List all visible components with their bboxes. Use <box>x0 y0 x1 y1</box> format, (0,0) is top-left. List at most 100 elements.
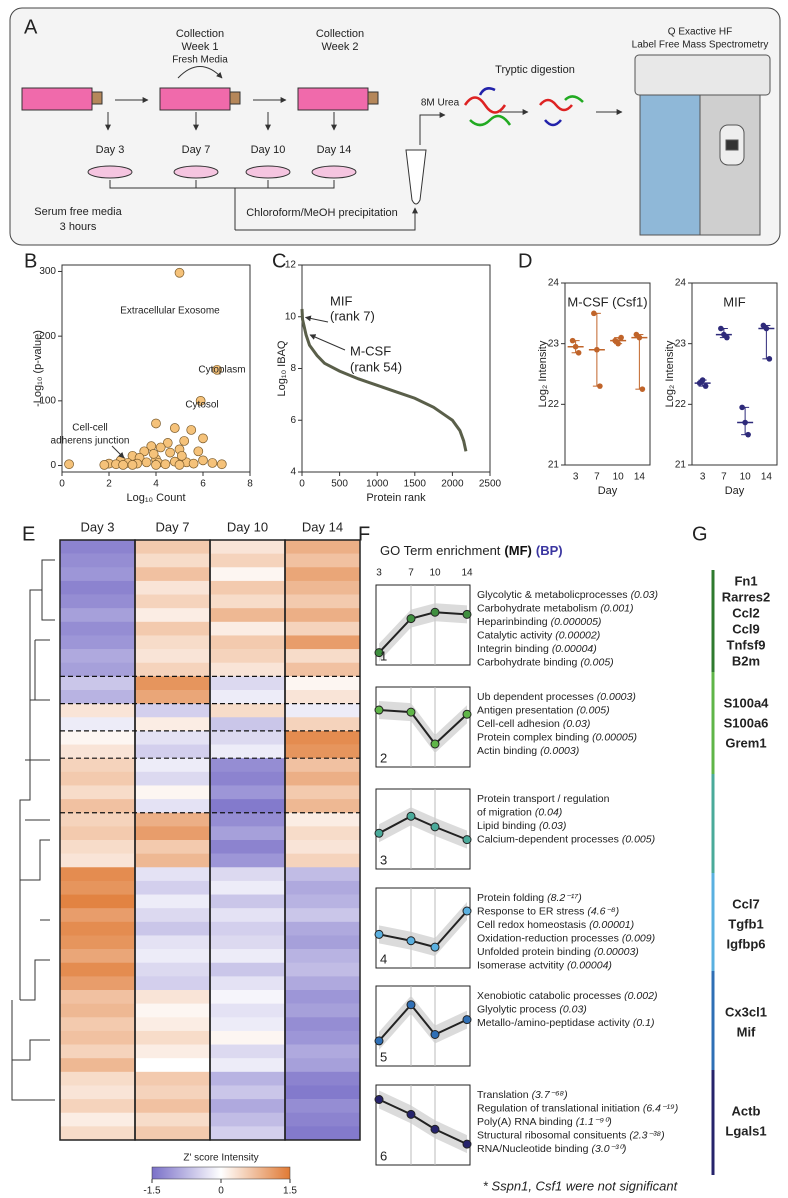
term-p: (0.04) <box>535 806 562 818</box>
heat-cell <box>60 635 136 650</box>
point <box>151 460 161 470</box>
heat-cell <box>210 1112 286 1127</box>
heat-cell <box>210 826 286 841</box>
plot-frame <box>691 282 778 466</box>
heat-cell <box>60 717 136 732</box>
heat-cell <box>135 1112 211 1127</box>
gene-name: Actb <box>732 1103 761 1118</box>
x-axis-label: Log₁₀ Count <box>126 492 185 504</box>
heat-cell <box>285 540 361 554</box>
heat-cell <box>210 771 286 786</box>
x-axis-label: Day <box>725 485 745 497</box>
heat-cell <box>210 730 286 745</box>
heat-cell <box>285 703 361 718</box>
heat-cell <box>210 812 286 827</box>
heat-cell <box>135 649 211 664</box>
y-axis-label: -Log₁₀ (p-value) <box>32 330 44 407</box>
gene-name: Mif <box>737 1024 756 1039</box>
x-tick-label: 2 <box>106 479 112 490</box>
y-tick-label: 22 <box>548 399 560 410</box>
replicate-point <box>639 386 646 392</box>
heat-cell <box>60 812 136 827</box>
profile-point <box>406 811 416 821</box>
heat-cell <box>60 840 136 854</box>
point <box>139 446 150 457</box>
term-p: (0.002) <box>624 990 657 1002</box>
profile-point <box>374 1036 384 1046</box>
gene-name: Ccl9 <box>732 621 759 636</box>
heat-cell <box>285 826 361 841</box>
heat-cell <box>135 962 211 977</box>
term-p: (0.009) <box>622 932 655 944</box>
flasks <box>21 87 379 111</box>
heat-cell <box>135 1017 211 1032</box>
go-term: Poly(A) RNA binding (1.1⁻⁹⁰) <box>477 1116 612 1128</box>
heat-cell <box>285 717 361 732</box>
schematic-text: Q Exactive HF <box>668 27 732 38</box>
heat-cell <box>285 976 361 991</box>
y-tick-label: 100 <box>39 395 56 406</box>
replicate-point <box>572 343 579 350</box>
term-name: Protein folding <box>477 892 544 904</box>
schematic-text: Collection <box>176 28 224 40</box>
heat-cell <box>285 567 361 582</box>
heat-cell <box>60 935 136 950</box>
go-term: Structural ribosomal consituents (2.3⁻³⁸) <box>477 1129 665 1141</box>
panel-label: B <box>24 250 37 272</box>
heat-cell <box>60 594 136 609</box>
point <box>99 460 110 470</box>
go-term: Protein transport / regulation <box>477 793 610 805</box>
heat-cell <box>285 662 361 677</box>
heat-cell <box>60 771 136 786</box>
heat-cell <box>135 730 211 745</box>
schematic-text: 8M Urea <box>421 98 460 109</box>
point <box>162 438 173 448</box>
annotation: Cytoplasm <box>198 365 245 376</box>
legend-entry: (BP) <box>536 543 563 558</box>
legend-entry: GO Term enrichment <box>380 543 501 558</box>
heat-cell <box>285 1071 361 1086</box>
heat-cell <box>60 567 136 582</box>
term-p: (0.001) <box>600 602 633 614</box>
term-p: (0.00004) <box>567 959 612 971</box>
heat-cell <box>210 594 286 609</box>
heat-cell <box>210 799 286 814</box>
heat-cell <box>60 1044 136 1059</box>
heat-cell <box>60 1126 136 1141</box>
x-tick-label: 2000 <box>441 479 464 490</box>
heat-cell <box>135 853 211 868</box>
heat-cell <box>285 935 361 950</box>
heat-cell <box>135 935 211 950</box>
heat-cell <box>210 867 286 882</box>
heat-cell <box>135 621 211 636</box>
heat-cell <box>210 840 286 854</box>
profile-point <box>462 1015 472 1025</box>
point <box>198 433 208 444</box>
schematic-text: Day 3 <box>96 144 125 156</box>
gene-name: Igfbp6 <box>727 936 766 951</box>
term-p: (0.00001) <box>589 919 634 931</box>
point <box>186 425 197 435</box>
point <box>141 457 152 468</box>
heat-cell <box>60 1071 136 1086</box>
y-axis-label: Log₂ Intensity <box>664 340 676 407</box>
heat-cell <box>60 1017 136 1032</box>
y-tick-label: 21 <box>675 460 687 471</box>
x-axis-label: Protein rank <box>366 492 426 504</box>
gene-name: Ccl2 <box>732 605 759 620</box>
legend-entry: (MF) <box>504 543 531 558</box>
heat-cell <box>285 676 361 691</box>
y-tick-label: 21 <box>548 460 560 471</box>
profile-line <box>378 910 468 949</box>
x-tick-label: 4 <box>153 479 159 490</box>
profile-point <box>406 707 416 717</box>
mass-spectrometer <box>634 54 771 236</box>
schematic-text: Day 14 <box>317 144 352 156</box>
cluster-number: 2 <box>380 750 387 765</box>
heat-cell <box>285 744 361 759</box>
profile-point <box>374 648 384 658</box>
replicate-point <box>742 419 748 426</box>
colorbar-tick-label: 0 <box>218 1186 224 1197</box>
profile-point <box>462 835 472 845</box>
column-frame <box>284 539 361 1141</box>
